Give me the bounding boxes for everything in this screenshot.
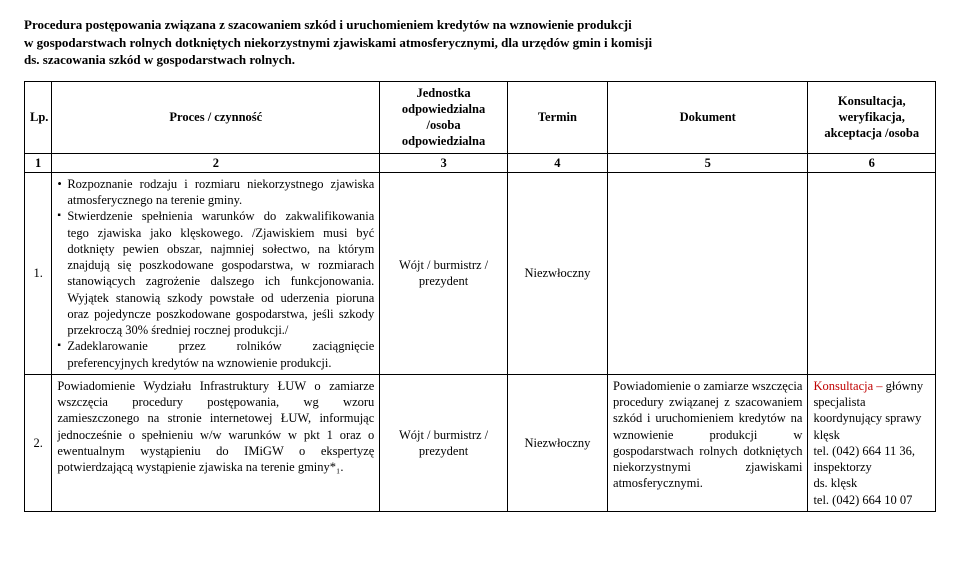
th-termin: Termin [507,81,607,153]
numcell-1: 1 [25,153,52,172]
th-dokument: Dokument [608,81,808,153]
row2-kons: Konsultacja – główny specjalista koordyn… [808,374,936,511]
row1-kons [808,172,936,374]
row2-doc: Powiadomienie o zamiarze wszczęcia proce… [608,374,808,511]
numcell-6: 6 [808,153,936,172]
row2-unit: Wójt / burmistrz / prezydent [380,374,508,511]
th-proces: Proces / czynność [52,81,380,153]
row2-term: Niezwłoczny [507,374,607,511]
row1-proces: Rozpoznanie rodzaju i rozmiaru niekorzys… [52,172,380,374]
title-line-2: w gospodarstwach rolnych dotkniętych nie… [24,35,652,50]
title-line-1: Procedura postępowania związana z szacow… [24,17,632,32]
th-lp: Lp. [25,81,52,153]
row1-term: Niezwłoczny [507,172,607,374]
row1-doc [608,172,808,374]
row2-proces: Powiadomienie Wydziału Infrastruktury ŁU… [52,374,380,511]
table-header-row: Lp. Proces / czynność Jednostka odpowied… [25,81,936,153]
title-line-3: ds. szacowania szkód w gospodarstwach ro… [24,52,295,67]
numcell-5: 5 [608,153,808,172]
numcell-3: 3 [380,153,508,172]
page-title: Procedura postępowania związana z szacow… [24,16,936,69]
procedure-table: Lp. Proces / czynność Jednostka odpowied… [24,81,936,512]
th-jednostka: Jednostka odpowiedzialna /osoba odpowied… [380,81,508,153]
row2-lp: 2. [25,374,52,511]
table-row: 1. Rozpoznanie rodzaju i rozmiaru niekor… [25,172,936,374]
table-number-row: 1 2 3 4 5 6 [25,153,936,172]
row1-bullet-1: Rozpoznanie rodzaju i rozmiaru niekorzys… [57,176,374,209]
table-row: 2. Powiadomienie Wydziału Infrastruktury… [25,374,936,511]
row1-bullet-2: Stwierdzenie spełnienia warunków do zakw… [57,208,374,338]
row1-unit: Wójt / burmistrz / prezydent [380,172,508,374]
numcell-4: 4 [507,153,607,172]
numcell-2: 2 [52,153,380,172]
row1-bullet-3: Zadeklarowanie przez rolników zaciągnięc… [57,338,374,371]
th-konsult: Konsultacja, weryfikacja, akceptacja /os… [808,81,936,153]
row1-lp: 1. [25,172,52,374]
